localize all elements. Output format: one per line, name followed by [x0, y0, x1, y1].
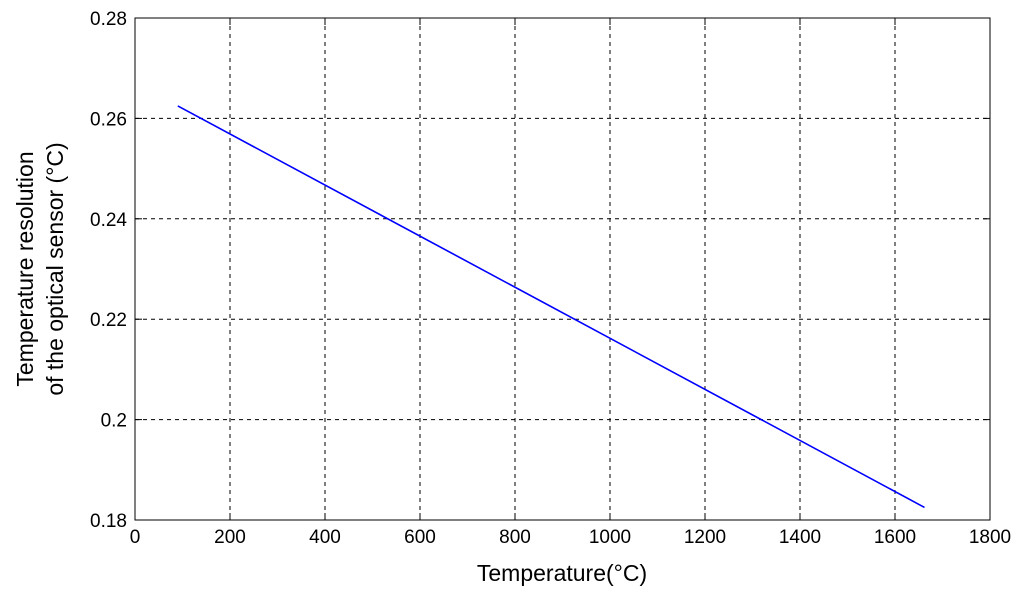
plot-area-frame	[134, 17, 991, 521]
grid	[135, 18, 990, 520]
y-tick-label: 0.18	[90, 511, 127, 532]
x-tick-label: 1000	[589, 527, 631, 548]
x-tick-label: 1400	[779, 527, 821, 548]
x-tick-label: 400	[309, 527, 341, 548]
x-tick-label: 1600	[874, 527, 916, 548]
x-tick-label: 800	[499, 527, 531, 548]
x-tick-label: 1800	[969, 527, 1011, 548]
series-layer	[177, 105, 925, 509]
x-tick-label: 0	[130, 527, 141, 548]
x-tick-label: 600	[404, 527, 436, 548]
y-tick-label: 0.28	[90, 9, 127, 30]
x-axis-title: Temperature(°C)	[477, 560, 647, 586]
x-tick-label: 1200	[684, 527, 726, 548]
y-axis-title-line-1: Temperature resolution	[12, 151, 38, 386]
y-tick-label: 0.24	[90, 210, 127, 231]
series-line-0	[177, 105, 925, 509]
y-tick-label: 0.22	[90, 310, 127, 331]
y-axis-title-line-2: of the optical sensor (°C)	[42, 142, 68, 395]
axis-ticks: 0 200 400 600 800 1000 1200 1400 1600 1800 0.18 0.2…	[90, 9, 1011, 548]
y-tick-label: 0.2	[101, 411, 127, 432]
y-tick-label: 0.26	[90, 109, 127, 130]
x-tick-label: 200	[214, 527, 246, 548]
